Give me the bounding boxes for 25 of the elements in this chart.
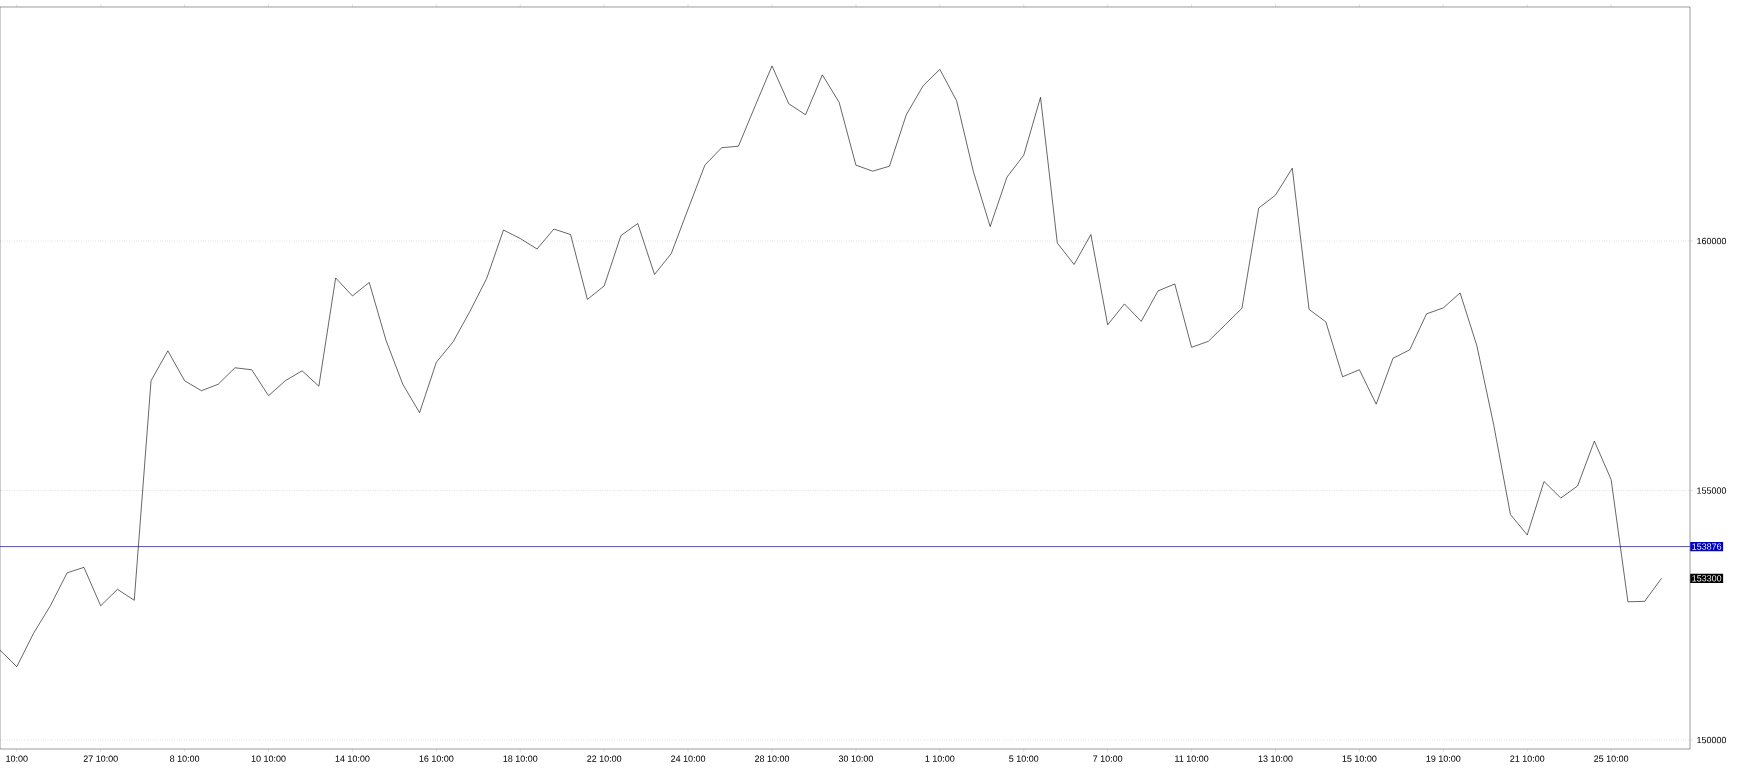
x-tick-label: 5 10:00 xyxy=(1009,755,1039,762)
text: 153300 xyxy=(1692,575,1722,582)
x-tick-label: 14 10:00 xyxy=(335,755,370,762)
x-tick-label: 22 10:00 xyxy=(587,755,622,762)
y-tick-label: 150000 xyxy=(1697,736,1727,744)
x-tick-label: 1 10:00 xyxy=(925,755,955,762)
x-tick-label: 11 10:00 xyxy=(1175,755,1209,762)
x-tick-label: 19 10:00 xyxy=(1426,755,1461,762)
x-tick-label: 18 10:00 xyxy=(503,755,538,762)
x-tick-label: 30 10:00 xyxy=(838,755,874,762)
x-tick-label: 8 10:00 xyxy=(170,755,200,762)
x-tick-label: 28 10:00 xyxy=(755,755,790,762)
y-tick-label: 160000 xyxy=(1697,237,1727,245)
x-tick-label: 24 10:00 xyxy=(671,755,706,762)
x-tick-label: 10:00 xyxy=(6,755,28,762)
x-tick-label: 7 10:00 xyxy=(1093,755,1123,762)
x-tick-label: 27 10:00 xyxy=(83,755,118,762)
x-tick-label: 25 10:00 xyxy=(1594,755,1629,762)
y-tick-label: 155000 xyxy=(1697,487,1727,494)
ref-line-label: 153876 xyxy=(1692,543,1722,550)
x-tick-label: 15 10:00 xyxy=(1342,755,1377,762)
x-tick-label: 16 10:00 xyxy=(419,755,454,762)
x-tick-label: 21 10:00 xyxy=(1510,755,1545,762)
x-tick-label: 10 10:00 xyxy=(251,755,286,762)
x-tick-label: 13 10:00 xyxy=(1258,755,1293,762)
